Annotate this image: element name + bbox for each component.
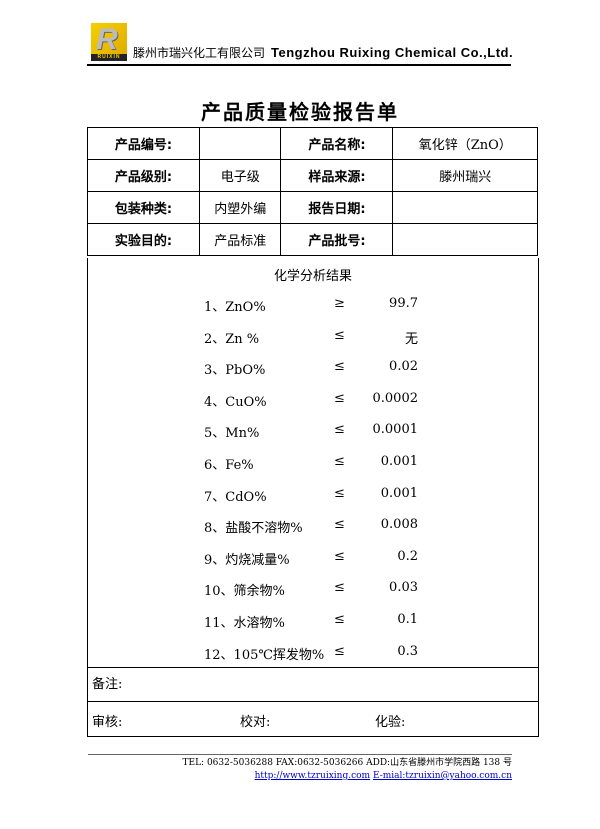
item-value: 99.7 [389, 296, 418, 311]
item-value: 0.02 [389, 359, 418, 375]
comparison-symbol: ≤ [334, 517, 345, 533]
field-value: 氧化锌（ZnO） [392, 127, 538, 160]
letterhead: 滕州市瑞兴化工有限公司 Tengzhou Ruixing Chemical Co.… [133, 44, 513, 61]
item-value: 0.0002 [372, 390, 419, 406]
result-row: 10、筛余物% ≤0.03 [88, 580, 538, 600]
result-row: 2、Zn % ≤ 无 [88, 328, 538, 348]
comparison-symbol: ≤ [334, 359, 345, 375]
signature-row: 审核: 校对: 化验: [88, 702, 538, 736]
item-name: 6、Fe% [204, 458, 254, 473]
comparison-symbol: ≤ [334, 327, 345, 343]
item-value: 0.008 [380, 517, 418, 533]
results-box: 化学分析结果 1、ZnO% ≥99.7 2、Zn % ≤ 无 3、PbO% ≤0.02 4、C… [87, 258, 539, 737]
field-value [392, 191, 538, 224]
item-value: 0.0001 [372, 422, 419, 438]
notes-label: 备注: [92, 677, 123, 692]
field-value: 内塑外编 [198, 191, 282, 224]
page-title: 产品质量检验报告单 [201, 100, 399, 124]
info-row: 包装种类: 内塑外编 报告日期: [87, 191, 538, 224]
item-name: 3、PbO% [204, 363, 266, 379]
comparison-symbol: ≤ [334, 548, 345, 564]
company-logo: R RUIXIN [91, 23, 127, 61]
field-label: 包装种类: [87, 191, 200, 224]
result-row: 9、灼烧减量% ≤0.2 [88, 549, 538, 569]
item-name: 7、CdO% [204, 489, 267, 505]
field-value [392, 223, 538, 256]
item-value: 0.001 [380, 485, 418, 501]
result-row: 5、Mn% ≤0.0001 [88, 422, 538, 442]
analysis-results: 化学分析结果 1、ZnO% ≥99.7 2、Zn % ≤ 无 3、PbO% ≤0.02 4、C… [88, 258, 538, 668]
item-name: 5、Mn% [204, 426, 260, 442]
item-name: 1、ZnO% [204, 300, 266, 315]
item-name: 2、Zn % [204, 331, 260, 347]
result-row: 1、ZnO% ≥99.7 [88, 296, 538, 316]
website-link[interactable]: http://www.tzruixing.com [254, 771, 371, 781]
item-name: 8、盐酸不溶物% [204, 521, 303, 537]
header-divider [87, 64, 511, 66]
comparison-symbol: ≤ [334, 390, 345, 406]
item-name: 4、CuO% [204, 394, 267, 410]
comparison-symbol: ≤ [334, 454, 345, 469]
comparison-symbol: ≤ [334, 422, 345, 438]
field-label: 实验目的: [87, 223, 200, 256]
result-row: 8、盐酸不溶物% ≤0.008 [88, 517, 538, 537]
field-label: 产品编号: [87, 127, 200, 160]
check-label: 校对: [240, 715, 271, 730]
result-row: 12、105℃挥发物% ≤0.3 [88, 644, 538, 664]
field-value: 电子级 [198, 159, 282, 192]
field-value [198, 127, 282, 160]
review-label: 审核: [92, 715, 123, 730]
result-row: 7、CdO% ≤0.001 [88, 486, 538, 506]
result-row: 3、PbO% ≤0.02 [88, 359, 538, 379]
result-row: 11、水溶物% ≤0.1 [88, 612, 538, 632]
footer-divider [88, 754, 512, 755]
item-value: 0.03 [389, 580, 418, 596]
field-label: 样品来源: [280, 159, 394, 192]
test-label: 化验: [375, 715, 406, 730]
contact-line: TEL: 0632-5036288 FAX:0632-5036266 ADD:山… [182, 758, 513, 768]
item-name: 9、灼烧减量% [204, 552, 290, 568]
field-label: 产品批号: [280, 223, 394, 256]
field-value: 产品标准 [198, 223, 282, 256]
info-row: 实验目的: 产品标准 产品批号: [87, 223, 538, 256]
item-value: 0.001 [380, 454, 418, 469]
item-value: 无 [404, 331, 418, 347]
email-link[interactable]: E-mial:tzruixin@yahoo.com.cn [372, 771, 512, 781]
results-heading: 化学分析结果 [273, 269, 352, 284]
info-row: 产品编号: 产品名称: 氧化锌（ZnO） [87, 127, 538, 160]
field-value: 滕州瑞兴 [392, 159, 538, 192]
item-value: 0.3 [397, 643, 418, 659]
result-row: 4、CuO% ≤0.0002 [88, 391, 538, 411]
info-row: 产品级别: 电子级 样品来源: 滕州瑞兴 [87, 159, 538, 192]
field-label: 产品名称: [280, 127, 394, 160]
field-label: 报告日期: [280, 191, 394, 224]
company-name-cn: 滕州市瑞兴化工有限公司 [133, 46, 266, 60]
item-name: 11、水溶物% [204, 616, 285, 631]
field-label: 产品级别: [87, 159, 200, 192]
comparison-symbol: ≤ [334, 485, 345, 501]
comparison-symbol: ≥ [334, 296, 345, 311]
item-name: 12、105℃挥发物% [204, 647, 325, 663]
comparison-symbol: ≤ [334, 612, 345, 627]
product-info-table: 产品编号: 产品名称: 氧化锌（ZnO） 产品级别: 电子级 样品来源: 滕州瑞兴 包装种类:… [87, 127, 538, 256]
company-name-en: Tengzhou Ruixing Chemical Co.,Ltd. [271, 45, 514, 60]
item-value: 0.2 [397, 548, 418, 564]
comparison-symbol: ≤ [334, 643, 345, 659]
item-value: 0.1 [397, 612, 418, 627]
item-name: 10、筛余物% [204, 584, 285, 600]
footer: TEL: 0632-5036288 FAX:0632-5036266 ADD:山… [183, 757, 513, 783]
result-row: 6、Fe% ≤0.001 [88, 454, 538, 474]
notes-row: 备注: [88, 668, 538, 702]
comparison-symbol: ≤ [334, 580, 345, 596]
